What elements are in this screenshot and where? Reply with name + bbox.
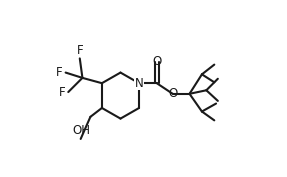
Text: OH: OH [73, 124, 91, 137]
Text: N: N [135, 77, 144, 90]
Text: O: O [168, 87, 177, 100]
Text: F: F [59, 85, 66, 99]
Text: F: F [76, 44, 83, 57]
Text: F: F [56, 66, 63, 79]
Text: O: O [152, 55, 161, 68]
